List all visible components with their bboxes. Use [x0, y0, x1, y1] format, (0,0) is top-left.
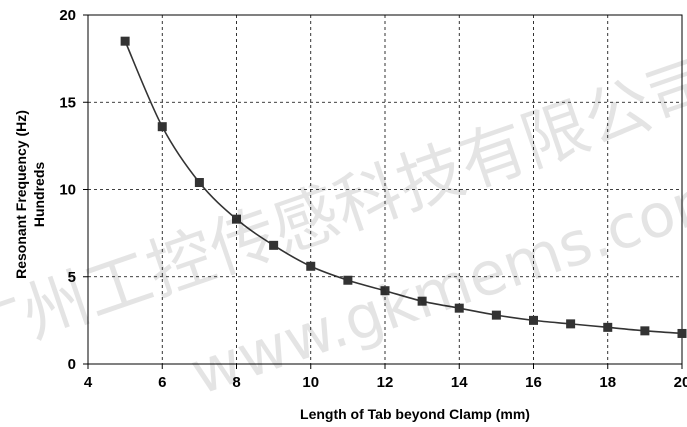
y-tick-label: 15: [59, 94, 76, 111]
y-axis-label: Resonant Frequency (Hz) Hundreds: [13, 110, 47, 279]
y-tick-label: 5: [68, 269, 76, 286]
data-point-marker: [417, 296, 427, 306]
x-tick-label: 20: [674, 374, 687, 391]
x-tick-label: 16: [525, 374, 542, 391]
data-point-marker: [306, 261, 316, 271]
data-point-marker: [343, 275, 353, 285]
x-tick-label: 4: [84, 374, 93, 391]
x-tick-label: 14: [451, 374, 468, 391]
data-point-marker: [640, 326, 650, 336]
tick-labels: 4 6 8 10 12 14 16 18 20 0 5 10 15 20: [59, 7, 687, 391]
data-point-marker: [232, 214, 241, 224]
y-axis-label-line-1: Resonant Frequency (Hz): [13, 110, 29, 279]
y-tick-label: 10: [59, 182, 76, 199]
data-point-marker: [529, 315, 538, 325]
y-tick-label: 0: [68, 356, 76, 373]
data-point-marker: [380, 286, 390, 296]
data-point-marker: [269, 240, 279, 250]
x-axis-label: Length of Tab beyond Clamp (mm): [300, 406, 530, 422]
data-point-marker: [157, 122, 167, 132]
data-point-marker: [454, 303, 464, 313]
data-point-marker: [491, 310, 501, 320]
watermark: 广州工控传感科技有限公司 www.gkmems.com: [0, 44, 687, 409]
data-point-marker: [566, 319, 576, 329]
x-tick-label: 8: [232, 374, 240, 391]
x-tick-label: 12: [377, 374, 394, 391]
data-point-marker: [603, 322, 613, 332]
data-point-marker: [120, 36, 130, 46]
x-tick-label: 10: [302, 374, 319, 391]
x-tick-label: 18: [599, 374, 616, 391]
data-point-marker: [194, 178, 204, 188]
y-axis-label-line-2: Hundreds: [31, 162, 47, 228]
x-tick-label: 6: [158, 374, 166, 391]
series-line: [124, 40, 683, 335]
data-point-marker: [677, 328, 687, 338]
series-group: [120, 36, 687, 338]
y-tick-label: 20: [59, 7, 76, 24]
